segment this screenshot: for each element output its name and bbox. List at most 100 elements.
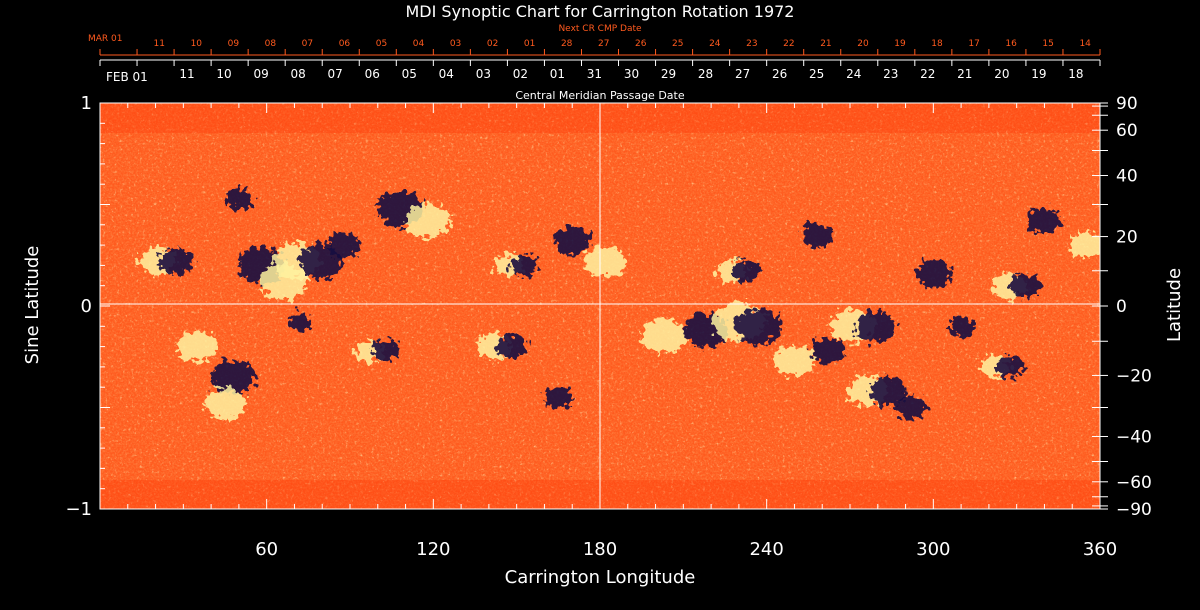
cmp-date-label: 07 — [328, 67, 343, 81]
negative-flux-patch — [544, 386, 573, 408]
cmp-ticks: 11 10 09 08 07 06 05 04 03 02 01 31 30 29 28 27 26 25 24 23… — [99, 60, 1101, 81]
right-y-tick-label: −40 — [1116, 427, 1152, 447]
cmp-date-label: 29 — [661, 67, 676, 81]
cmp-date-label: 23 — [883, 67, 898, 81]
next-cmp-date-label: 26 — [635, 39, 647, 49]
cmp-date-label: 24 — [846, 67, 861, 81]
active-region — [1027, 207, 1062, 234]
next-cmp-date-label: 18 — [931, 39, 943, 49]
next-cmp-date-label: 02 — [487, 39, 498, 49]
cmp-date-label: 03 — [476, 67, 491, 81]
active-region — [553, 226, 591, 256]
active-region — [979, 355, 1025, 379]
active-region — [830, 309, 896, 344]
next-cmp-date-label: 20 — [857, 39, 869, 49]
next-cmp-date-label: 28 — [561, 39, 573, 49]
cmp-date-label: 06 — [365, 67, 380, 81]
cmp-date-label: 28 — [698, 67, 713, 81]
positive-flux-patch — [204, 387, 246, 419]
active-region — [287, 312, 313, 332]
left-y-tick-label: −1 — [65, 499, 92, 520]
next-cmp-start-label: MAR 01 — [88, 34, 123, 44]
next-cmp-date-label: 25 — [672, 39, 683, 49]
active-region — [810, 337, 845, 364]
cmp-date-label: 19 — [1031, 67, 1046, 81]
x-tick-label: 240 — [749, 539, 783, 560]
active-region — [895, 395, 927, 420]
negative-flux-patch — [947, 315, 975, 337]
left-y-axis-ticks: 1 0 −1 — [65, 93, 110, 520]
active-region — [176, 331, 218, 363]
magnetogram-map — [100, 103, 1100, 509]
active-region — [846, 375, 907, 407]
negative-flux-patch — [371, 340, 400, 362]
x-tick-label: 300 — [916, 539, 950, 560]
active-region — [477, 333, 527, 360]
next-cmp-date-label: 27 — [598, 39, 609, 49]
negative-flux-patch — [895, 395, 927, 420]
next-cmp-date-label: 23 — [746, 39, 757, 49]
left-y-tick-label: 1 — [81, 93, 92, 114]
cmp-date-label: 22 — [920, 67, 935, 81]
active-region — [544, 386, 573, 408]
negative-flux-patch — [914, 259, 952, 288]
negative-flux-patch — [1027, 207, 1062, 234]
right-y-tick-label: 60 — [1116, 121, 1138, 141]
active-region — [138, 247, 193, 276]
active-region — [801, 223, 832, 247]
cmp-date-label: 04 — [439, 67, 454, 81]
right-y-axis-label: Latitude — [1164, 268, 1185, 342]
positive-flux-patch — [641, 319, 687, 354]
next-cmp-date-label: 03 — [450, 39, 461, 49]
next-cmp-date-label: 05 — [376, 39, 387, 49]
x-tick-label: 180 — [583, 539, 617, 560]
negative-flux-patch — [159, 248, 193, 275]
cmp-date-label: 30 — [624, 67, 639, 81]
right-y-tick-label: 20 — [1116, 228, 1138, 248]
right-y-tick-label: −90 — [1116, 500, 1152, 520]
negative-flux-patch — [732, 260, 761, 283]
active-region — [405, 203, 451, 238]
active-region — [734, 308, 782, 345]
next-cmp-date-label: 07 — [302, 39, 313, 49]
cmp-date-label: 11 — [179, 67, 194, 81]
next-cmp-date-label: 06 — [339, 39, 351, 49]
negative-flux-patch — [327, 231, 362, 259]
negative-flux-patch — [495, 334, 527, 359]
negative-flux-patch — [734, 308, 782, 345]
right-y-tick-label: 0 — [1116, 297, 1127, 317]
negative-flux-patch — [225, 187, 253, 210]
cmp-date-label: 25 — [809, 67, 824, 81]
cmp-date-label: 10 — [216, 67, 231, 81]
positive-flux-patch — [584, 245, 627, 277]
active-region — [991, 272, 1041, 299]
next-cmp-date-label: 22 — [783, 39, 794, 49]
right-y-tick-label: −20 — [1116, 366, 1152, 386]
x-tick-label: 360 — [1083, 539, 1117, 560]
positive-flux-patch — [405, 203, 451, 238]
next-cmp-date-label: 01 — [524, 39, 535, 49]
cmp-date-label: 09 — [253, 67, 268, 81]
right-y-tick-label: −60 — [1116, 473, 1152, 493]
cmp-start-label: FEB 01 — [106, 70, 148, 84]
negative-flux-patch — [801, 223, 832, 247]
cmp-date-label: 08 — [291, 67, 306, 81]
right-y-tick-label: 40 — [1116, 167, 1138, 187]
active-region — [773, 345, 816, 377]
active-region — [641, 319, 687, 354]
active-region — [584, 245, 627, 277]
next-cmp-ticks: 11 10 09 08 07 06 05 04 03 02 01 28 27 26 25 24 23 22 21 20… — [99, 39, 1101, 55]
negative-flux-patch — [510, 254, 538, 277]
next-cmp-date-label: 14 — [1079, 39, 1091, 49]
next-cmp-date-label: 15 — [1042, 39, 1053, 49]
active-region — [354, 339, 400, 363]
negative-flux-patch — [810, 337, 845, 364]
negative-flux-patch — [211, 360, 256, 394]
cmp-date-label: 01 — [550, 67, 565, 81]
right-y-axis-ticks: 90 60 40 20 0 −20 −40 −60 −90 — [1092, 94, 1152, 520]
cmp-date-label: 27 — [735, 67, 750, 81]
active-region — [947, 315, 975, 337]
cmp-date-label: 31 — [587, 67, 602, 81]
next-cmp-date-label: 11 — [154, 39, 165, 49]
